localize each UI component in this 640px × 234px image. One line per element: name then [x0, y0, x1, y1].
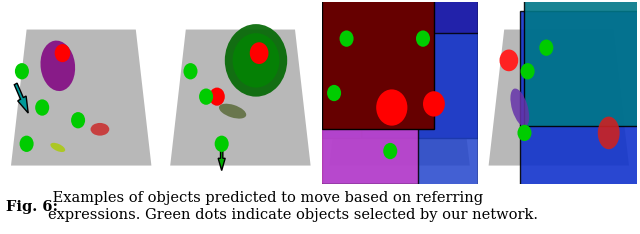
Circle shape	[250, 42, 269, 64]
Polygon shape	[11, 29, 152, 166]
FancyArrow shape	[14, 83, 28, 113]
Circle shape	[340, 30, 353, 47]
Circle shape	[327, 85, 341, 101]
Circle shape	[376, 89, 408, 126]
FancyBboxPatch shape	[291, 39, 419, 184]
Circle shape	[540, 40, 554, 56]
Polygon shape	[170, 29, 310, 166]
Polygon shape	[330, 29, 470, 166]
FancyBboxPatch shape	[321, 33, 477, 193]
Ellipse shape	[51, 143, 65, 152]
Circle shape	[520, 63, 534, 79]
Circle shape	[20, 136, 34, 152]
Circle shape	[15, 63, 29, 79]
Circle shape	[209, 88, 225, 106]
Circle shape	[383, 143, 397, 159]
Circle shape	[225, 24, 287, 97]
Ellipse shape	[91, 123, 109, 136]
FancyArrow shape	[218, 144, 225, 171]
Polygon shape	[488, 29, 629, 166]
FancyBboxPatch shape	[520, 11, 640, 193]
FancyBboxPatch shape	[524, 0, 640, 126]
FancyBboxPatch shape	[321, 0, 434, 129]
Ellipse shape	[219, 104, 246, 119]
Circle shape	[199, 88, 213, 105]
FancyBboxPatch shape	[287, 0, 409, 138]
Circle shape	[423, 91, 445, 117]
Circle shape	[232, 33, 280, 88]
Circle shape	[35, 99, 49, 116]
Ellipse shape	[511, 88, 529, 127]
Circle shape	[518, 125, 531, 141]
Circle shape	[71, 112, 85, 128]
FancyBboxPatch shape	[360, 0, 477, 138]
Text: Examples of objects predicted to move based on referring
expressions. Green dots: Examples of objects predicted to move ba…	[48, 191, 538, 222]
Ellipse shape	[598, 117, 620, 149]
Circle shape	[184, 63, 198, 79]
Ellipse shape	[40, 40, 75, 91]
Text: Fig. 6:: Fig. 6:	[6, 200, 58, 213]
Circle shape	[416, 30, 430, 47]
Circle shape	[499, 49, 518, 71]
Circle shape	[54, 44, 70, 62]
Circle shape	[214, 136, 228, 152]
